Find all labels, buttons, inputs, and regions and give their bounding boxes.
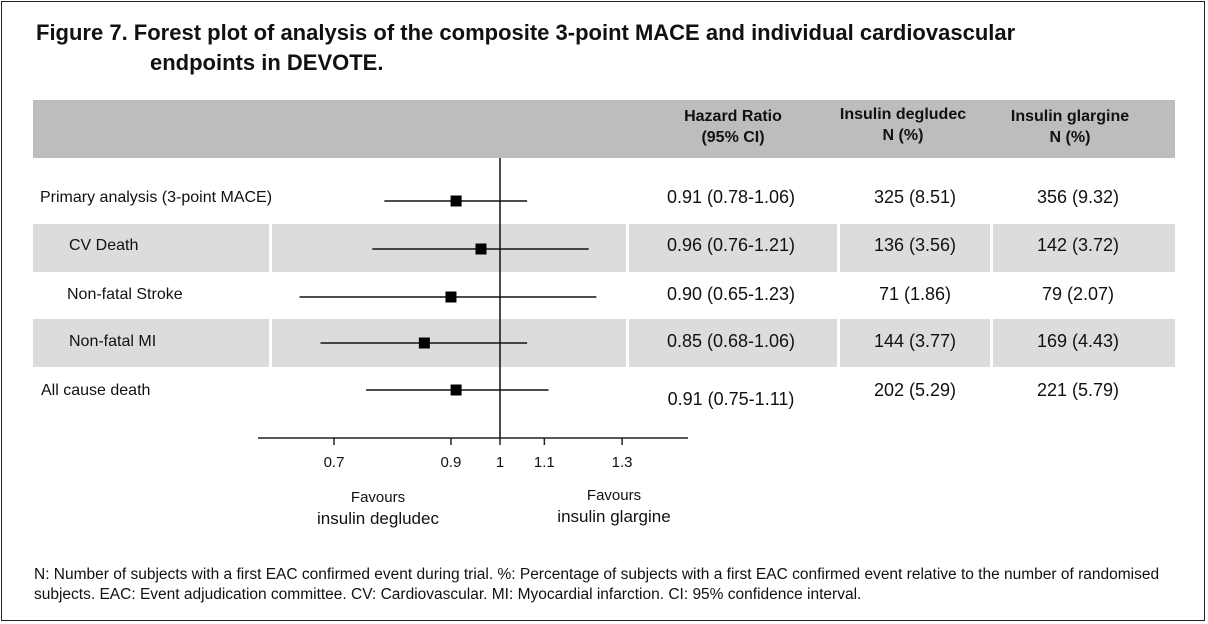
x-tick-label: 1.1	[534, 454, 555, 471]
x-tick-label: 1.3	[612, 454, 633, 471]
point-estimate-marker	[445, 291, 457, 303]
degludec-n-nonfatal-stroke: 71 (1.86)	[878, 284, 952, 304]
hazard-ratio-header-line1: Hazard Ratio	[684, 108, 782, 125]
row-label-primary: Primary analysis (3-point MACE)	[40, 189, 273, 206]
row-separator	[837, 224, 840, 272]
row-label-nonfatal-mi: Non-fatal MI	[69, 333, 157, 350]
hr-text-nonfatal-stroke: 0.90 (0.65-1.23)	[666, 284, 796, 304]
row-stripe-cv-death	[33, 224, 1175, 272]
hr-text-all-cause-death: 0.91 (0.75-1.11)	[667, 389, 795, 409]
degludec-header-line1: Insulin degludec	[839, 106, 967, 123]
row-separator	[269, 319, 272, 367]
glargine-n-all-cause-death: 221 (5.79)	[1036, 380, 1120, 400]
favours-degludec-line2: insulin degludec	[317, 509, 439, 528]
favours-glargine-line1: Favours	[586, 487, 642, 504]
row-separator	[626, 319, 629, 367]
row-separator	[990, 224, 993, 272]
hr-text-primary: 0.91 (0.78-1.06)	[666, 187, 796, 207]
table-header-band	[33, 100, 1175, 158]
point-estimate-marker	[450, 195, 462, 207]
hr-text-nonfatal-mi: 0.85 (0.68-1.06)	[666, 331, 796, 351]
footnote: N: Number of subjects with a first EAC c…	[34, 566, 1160, 603]
glargine-header-line2: N (%)	[1049, 129, 1091, 146]
x-tick-label: 0.9	[441, 454, 462, 471]
title-line-2: endpoints in DEVOTE.	[150, 50, 384, 75]
glargine-header: Insulin glargine N (%)	[994, 106, 1146, 148]
hazard-ratio-header-line2: (95% CI)	[701, 129, 765, 146]
point-estimate-marker	[450, 384, 462, 396]
favours-glargine-line2: insulin glargine	[557, 507, 671, 526]
glargine-n-cv-death: 142 (3.72)	[1036, 235, 1120, 255]
degludec-n-cv-death: 136 (3.56)	[873, 235, 957, 255]
row-label-all-cause-death: All cause death	[41, 382, 151, 399]
glargine-n-nonfatal-stroke: 79 (2.07)	[1041, 284, 1115, 304]
degludec-n-primary: 325 (8.51)	[873, 187, 957, 207]
favours-degludec-label: Favours insulin degludec	[296, 488, 460, 530]
row-separator	[990, 319, 993, 367]
degludec-n-all-cause-death: 202 (5.29)	[873, 380, 957, 400]
x-tick-label: 1	[496, 454, 504, 471]
row-label-nonfatal-stroke: Non-fatal Stroke	[67, 286, 183, 303]
figure-title: Figure 7. Forest plot of analysis of the…	[36, 18, 1176, 78]
favours-degludec-line1: Favours	[350, 489, 406, 506]
glargine-header-line1: Insulin glargine	[1010, 108, 1130, 125]
row-separator	[269, 224, 272, 272]
title-line-1: Figure 7. Forest plot of analysis of the…	[36, 20, 1016, 45]
hazard-ratio-header: Hazard Ratio (95% CI)	[660, 106, 806, 148]
glargine-n-primary: 356 (9.32)	[1036, 187, 1120, 207]
row-separator	[837, 319, 840, 367]
favours-glargine-label: Favours insulin glargine	[532, 486, 696, 528]
point-estimate-marker	[418, 337, 430, 349]
degludec-n-nonfatal-mi: 144 (3.77)	[873, 331, 957, 351]
degludec-header-line2: N (%)	[882, 127, 924, 144]
row-label-cv-death: CV Death	[69, 237, 139, 254]
row-separator	[626, 224, 629, 272]
hr-text-cv-death: 0.96 (0.76-1.21)	[666, 235, 796, 255]
point-estimate-marker	[475, 243, 487, 255]
x-tick-label: 0.7	[324, 454, 345, 471]
glargine-n-nonfatal-mi: 169 (4.43)	[1036, 331, 1120, 351]
row-stripe-nonfatal-mi	[33, 319, 1175, 367]
degludec-header: Insulin degludec N (%)	[828, 104, 978, 146]
